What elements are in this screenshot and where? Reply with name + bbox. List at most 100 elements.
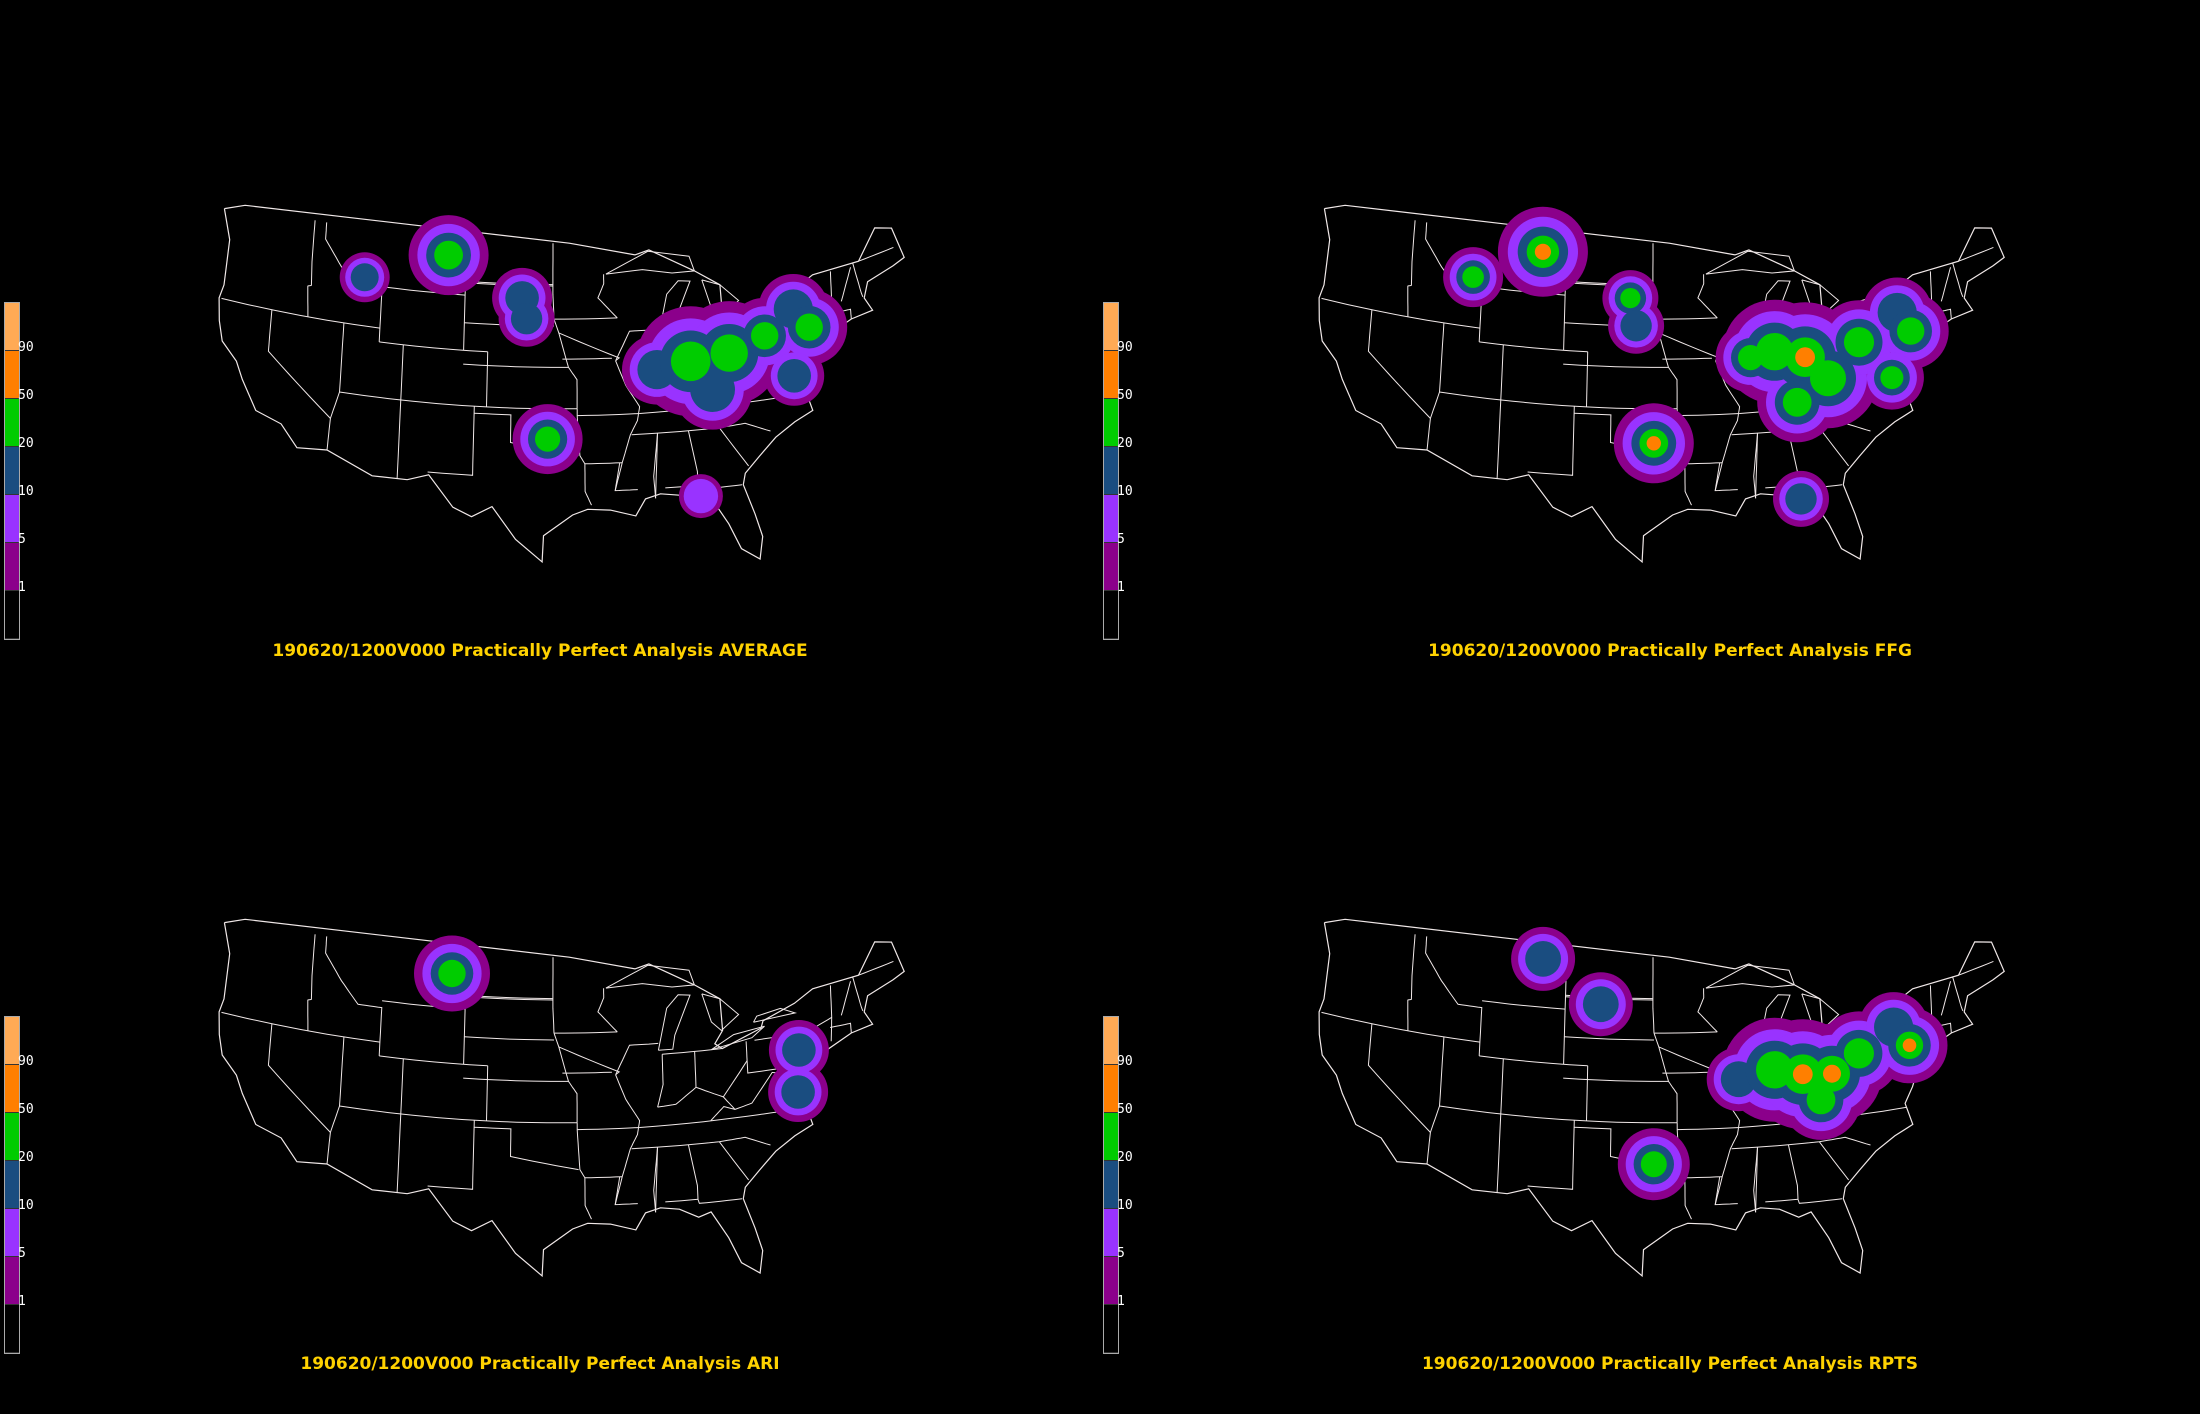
probability-blob [795, 313, 823, 341]
probability-blob [710, 334, 748, 372]
probability-blob [350, 263, 379, 292]
legend-bar [1103, 1016, 1119, 1354]
state-border [687, 1144, 699, 1200]
state-border [1697, 274, 1718, 319]
state-border [1714, 462, 1738, 492]
legend-swatch [1104, 399, 1118, 447]
state-border [1818, 1141, 1849, 1181]
legend-swatch [5, 1113, 19, 1161]
probability-blob [1785, 483, 1817, 515]
probability-blob [1582, 986, 1619, 1023]
legend-label: 10 [18, 484, 34, 499]
probability-blob [1620, 310, 1652, 342]
state-border [858, 960, 894, 976]
probability-blob [782, 1033, 816, 1067]
state-border [1958, 960, 1994, 976]
map-average [218, 204, 905, 564]
legend-label: 20 [18, 1150, 34, 1165]
state-border [1496, 1058, 1504, 1193]
probability-blob [1792, 1064, 1813, 1085]
state-border [552, 957, 555, 1034]
legend-swatch [5, 1065, 19, 1113]
state-border [1662, 1071, 1712, 1074]
state-border [858, 246, 894, 262]
state-border [325, 936, 383, 1056]
state-border [1940, 267, 1951, 302]
legend-bar [4, 302, 20, 640]
great-lake [605, 250, 696, 275]
legend-label: 10 [1117, 484, 1133, 499]
panel-average: 1 5 10 20 50 90 190620/1200V000 Practically P… [0, 0, 1100, 700]
legend-label: 1 [1117, 580, 1125, 595]
state-border [1958, 246, 1994, 262]
caption-ffg: 190620/1200V000 Practically Perfect Anal… [1428, 641, 1912, 661]
state-border [577, 413, 640, 417]
legend-label: 10 [1117, 1198, 1133, 1213]
state-border [1952, 976, 1964, 1012]
state-border [657, 1060, 748, 1108]
legend-label: 1 [18, 1294, 26, 1309]
state-border [1586, 351, 1589, 407]
legend-label: 20 [1117, 1150, 1133, 1165]
state-border [631, 1142, 705, 1150]
state-border [1804, 1136, 1871, 1146]
legend-swatch [5, 351, 19, 399]
great-lake [1801, 993, 1840, 1032]
state-border [1731, 1142, 1805, 1150]
legend-label: 50 [18, 1102, 34, 1117]
state-border [486, 351, 489, 407]
probability-contours [414, 935, 829, 1122]
map-ari [218, 918, 905, 1278]
caption-ari: 190620/1200V000 Practically Perfect Anal… [300, 1354, 780, 1374]
state-border [427, 1120, 475, 1190]
probability-blob [1843, 1038, 1874, 1069]
state-border [339, 1105, 487, 1122]
legend-label: 90 [18, 340, 34, 355]
legend-label: 50 [1117, 1102, 1133, 1117]
state-border [1818, 427, 1849, 467]
state-border [396, 1058, 404, 1193]
state-border [464, 1036, 555, 1041]
state-border [554, 317, 618, 320]
state-border [562, 1071, 612, 1074]
state-border [1662, 357, 1712, 360]
state-border [657, 1054, 664, 1108]
legend-swatch [5, 591, 19, 639]
state-border [326, 322, 345, 451]
state-border [1439, 1105, 1587, 1122]
probability-blob [510, 303, 543, 335]
legend-label: 20 [1117, 436, 1133, 451]
coastline [1318, 918, 2005, 1278]
state-border [577, 1127, 640, 1131]
state-border [307, 220, 316, 317]
state-border [326, 1036, 345, 1165]
state-border [597, 988, 618, 1033]
state-border [704, 1136, 771, 1146]
probability-blob [1525, 941, 1561, 977]
state-border [1653, 1032, 1678, 1123]
state-border [694, 1051, 697, 1088]
probability-blob [1462, 266, 1484, 288]
state-border [1684, 462, 1723, 465]
probability-blob [670, 341, 711, 382]
legend-bar [1103, 302, 1119, 640]
legend-swatch [1104, 1305, 1118, 1353]
great-lake [753, 1007, 798, 1023]
state-border [665, 1198, 743, 1204]
state-border [554, 1031, 618, 1034]
state-border [1563, 1077, 1669, 1082]
legend-swatch [1104, 1257, 1118, 1305]
state-border [1753, 433, 1758, 499]
legend-swatch [5, 303, 19, 351]
legend-swatch [1104, 351, 1118, 399]
state-border [1426, 322, 1445, 451]
legend-label: 90 [1117, 1054, 1133, 1069]
legend-bar [4, 1016, 20, 1354]
state-border [829, 985, 833, 1042]
probability-contours [339, 215, 848, 519]
state-border [1677, 1127, 1740, 1131]
great-lake [711, 1025, 765, 1051]
state-border [1496, 344, 1504, 479]
state-border [553, 1032, 578, 1123]
state-border [562, 357, 612, 360]
